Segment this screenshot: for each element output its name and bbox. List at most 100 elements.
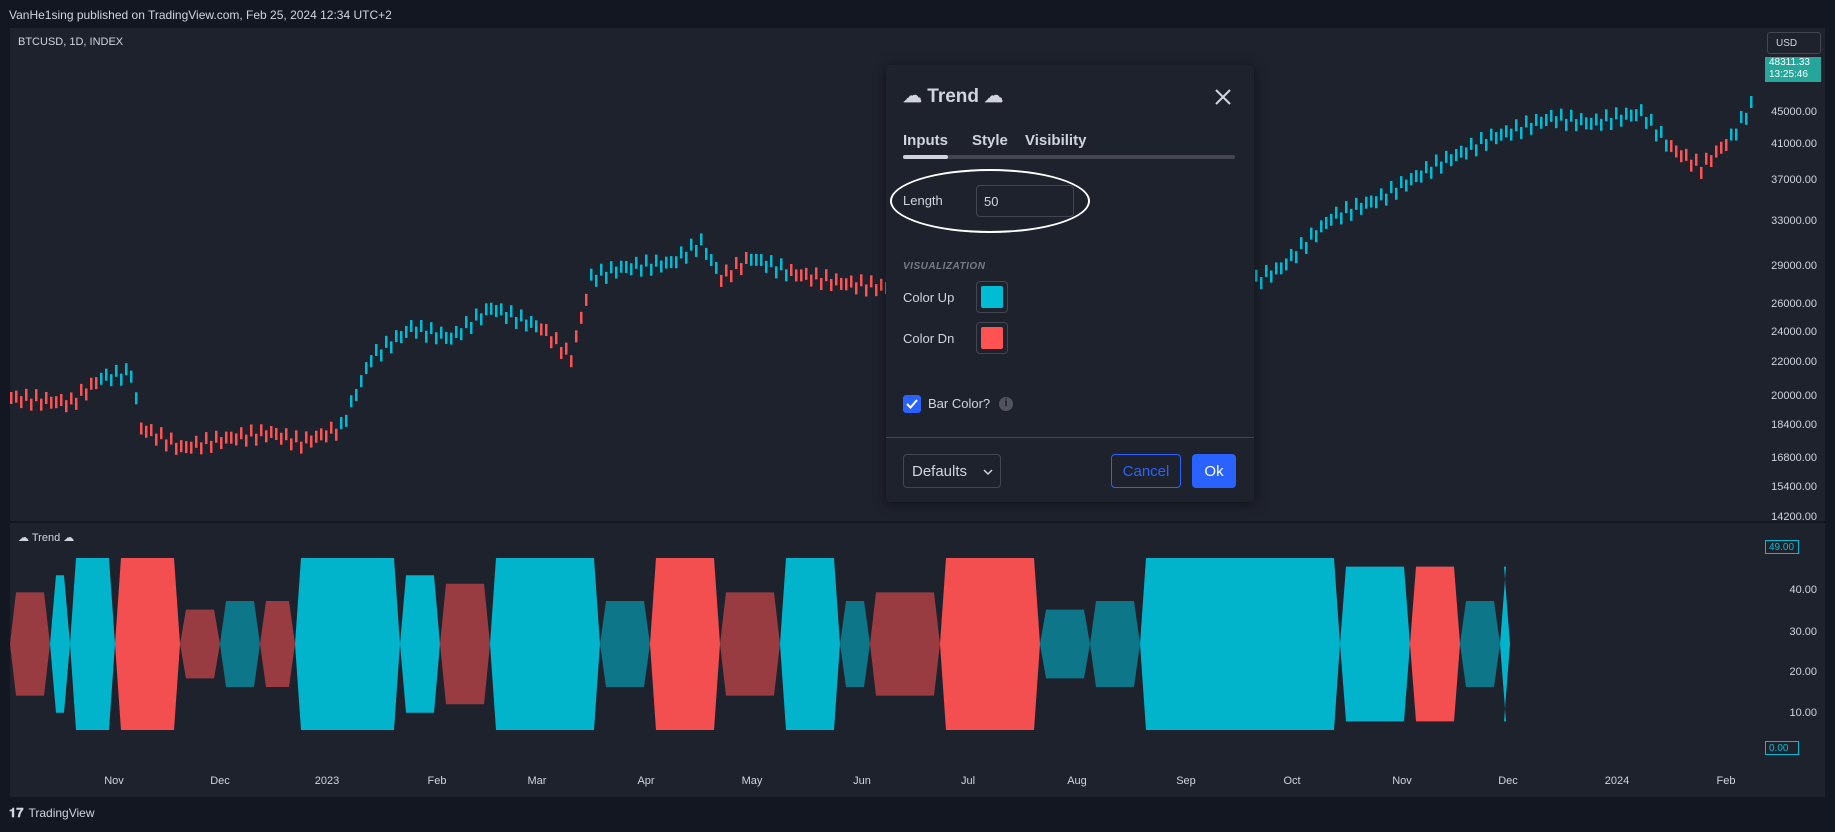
price-bar [35, 389, 38, 402]
price-bar [730, 270, 733, 283]
price-bar [1710, 155, 1713, 168]
price-bar [690, 238, 693, 251]
price-bar [1730, 128, 1733, 141]
price-bar [660, 260, 663, 273]
pane-separator[interactable] [10, 521, 1825, 523]
time-axis-label: Jun [853, 775, 871, 787]
price-bar [100, 372, 103, 385]
price-bar [705, 247, 708, 260]
price-bar [1460, 145, 1463, 158]
symbol-label[interactable]: BTCUSD, 1D, INDEX [18, 36, 124, 48]
price-bar [1365, 196, 1368, 209]
price-bar [350, 395, 353, 408]
price-bar [860, 274, 863, 287]
price-bar [430, 322, 433, 335]
color-dn-swatch[interactable] [976, 322, 1008, 354]
price-bar [1265, 264, 1268, 277]
price-bar [765, 260, 768, 273]
price-bar [285, 428, 288, 441]
price-bar [1380, 188, 1383, 201]
price-bar [445, 331, 448, 344]
price-bar [840, 277, 843, 290]
price-bar [645, 254, 648, 267]
price-axis[interactable]: 45000.00 41000.00 37000.00 33000.00 29000.00… [1765, 28, 1825, 765]
price-bar [500, 303, 503, 316]
price-bar [1410, 173, 1413, 186]
price-bar [320, 428, 323, 441]
price-bar [710, 254, 713, 267]
price-axis-label: 45000.00 [1771, 106, 1817, 118]
price-bar [110, 374, 113, 387]
price-bar [1565, 118, 1568, 131]
indicator-title[interactable]: ☁ Trend ☁ [18, 532, 75, 544]
price-bar [1650, 113, 1653, 126]
last-price-tag: 48311.33 [1765, 57, 1821, 69]
trend-cloud [1340, 566, 1410, 722]
price-bar [485, 303, 488, 316]
tab-inputs[interactable]: Inputs [903, 132, 948, 149]
price-bar [1540, 116, 1543, 129]
price-bar [1350, 208, 1353, 221]
price-bar [1385, 193, 1388, 206]
currency-selector[interactable]: USD [1767, 32, 1821, 54]
price-axis-label: 33000.00 [1771, 215, 1817, 227]
trend-cloud [70, 558, 115, 730]
color-up-swatch[interactable] [976, 281, 1008, 313]
time-axis[interactable]: Nov Dec 2023 Feb Mar Apr May Jun Jul Aug Sep Oct Nov… [10, 765, 1765, 797]
price-bar [1455, 149, 1458, 162]
price-bar [280, 432, 283, 445]
price-bar [245, 434, 248, 447]
time-axis-label: Dec [210, 775, 230, 787]
price-bar [540, 323, 543, 336]
price-bar [175, 442, 178, 455]
price-bar [1275, 262, 1278, 275]
tab-visibility[interactable]: Visibility [1025, 132, 1087, 149]
price-bar [770, 255, 773, 268]
price-bar [85, 388, 88, 401]
indicator-pane[interactable] [10, 523, 1765, 765]
price-bar [1255, 269, 1258, 282]
price-bar [1740, 111, 1743, 124]
price-bar [1600, 118, 1603, 131]
time-axis-label: Feb [427, 775, 447, 787]
price-bar [1285, 258, 1288, 271]
cancel-button[interactable]: Cancel [1111, 454, 1181, 488]
price-bar [150, 424, 153, 437]
publisher-info: VanHe1sing published on TradingView.com,… [9, 8, 392, 22]
price-bar [535, 320, 538, 333]
tab-style[interactable]: Style [972, 132, 1008, 149]
indicator-zero-tag: 0.00 [1765, 741, 1799, 755]
price-bar [1395, 187, 1398, 200]
trend-cloud [870, 592, 940, 696]
defaults-dropdown[interactable]: Defaults [903, 454, 1001, 488]
price-bar [1400, 176, 1403, 189]
price-bar [570, 355, 573, 368]
price-bar [250, 424, 253, 437]
price-bar [1490, 128, 1493, 141]
price-bar [1500, 128, 1503, 141]
trend-cloud [720, 592, 780, 696]
trend-cloud [10, 592, 50, 696]
trend-cloud [1040, 609, 1090, 679]
info-icon[interactable]: i [999, 397, 1013, 411]
price-bar [1440, 161, 1443, 174]
price-bar [1695, 153, 1698, 166]
price-bar [450, 332, 453, 345]
close-icon[interactable] [1211, 85, 1235, 109]
price-bar [545, 323, 548, 336]
time-axis-label: Feb [1716, 775, 1736, 787]
price-bar [875, 284, 878, 297]
price-bar [270, 425, 273, 438]
price-bar [385, 335, 388, 348]
price-axis-label: 37000.00 [1771, 174, 1817, 186]
price-bar [325, 430, 328, 443]
price-bar [1370, 195, 1373, 208]
bar-color-checkbox[interactable] [903, 395, 921, 413]
price-bar [1425, 161, 1428, 174]
price-bar [60, 394, 63, 407]
price-bar [1750, 95, 1753, 108]
price-bar [1360, 202, 1363, 215]
ok-button[interactable]: Ok [1192, 454, 1236, 488]
price-bar [140, 422, 143, 435]
price-bar [55, 396, 58, 409]
